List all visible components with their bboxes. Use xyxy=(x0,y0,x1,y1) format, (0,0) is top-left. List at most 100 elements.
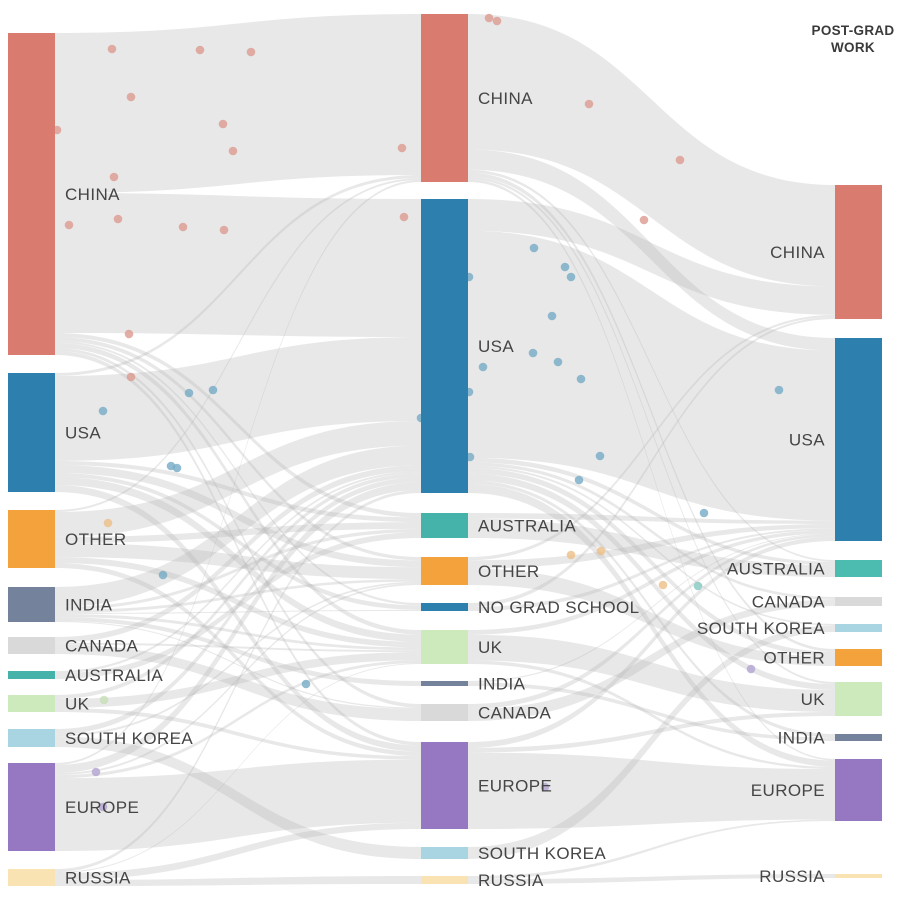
node-M_EUROPE[interactable] xyxy=(421,742,468,829)
flow-L_CANADA-to-M_USA[interactable] xyxy=(55,465,421,643)
flow-L_EUROPE-to-M_OTHER[interactable] xyxy=(55,583,421,776)
flow-M_USA-to-R_CANADA[interactable] xyxy=(468,462,835,600)
flow-L_OTHER-to-M_UK[interactable] xyxy=(55,557,421,648)
flow-M_CHINA-to-R_AUSTRALIA[interactable] xyxy=(468,169,835,562)
flow-L_EUROPE-to-M_USA[interactable] xyxy=(55,482,421,774)
flow-M_AUSTRALIA-to-R_USA[interactable] xyxy=(468,513,835,524)
flow-L_OTHER-to-M_CHINA[interactable] xyxy=(55,178,421,512)
flow-L_AUSTRALIA-to-M_USA[interactable] xyxy=(55,471,421,674)
node-M_NO_GRAD_SCHOOL[interactable] xyxy=(421,603,468,611)
flow-L_RUSSIA-to-M_UK[interactable] xyxy=(55,663,421,873)
flow-L_USA-to-M_USA[interactable] xyxy=(55,337,421,461)
flow-L_CHINA-to-M_CANADA[interactable] xyxy=(55,348,421,708)
flow-M_USA-to-R_INDIA[interactable] xyxy=(468,480,835,738)
flow-M_CHINA-to-R_USA[interactable] xyxy=(468,149,835,351)
flow-L_INDIA-to-M_USA[interactable] xyxy=(55,445,421,607)
flow-M_RUSSIA-to-R_RUSSIA[interactable] xyxy=(468,874,835,884)
flow-M_EUROPE-to-R_USA[interactable] xyxy=(468,536,835,748)
flow-L_CHINA-to-M_EUROPE[interactable] xyxy=(55,351,421,746)
flow-M_USA-to-R_OTHER[interactable] xyxy=(468,468,835,657)
node-R_AUSTRALIA[interactable] xyxy=(835,560,882,577)
flow-L_USA-to-M_EUROPE[interactable] xyxy=(55,485,421,752)
flow-L_USA-to-M_AUSTRALIA[interactable] xyxy=(55,461,421,523)
flow-L_USA-to-M_OTHER[interactable] xyxy=(55,465,421,568)
flow-L_UK-to-M_USA[interactable] xyxy=(55,473,421,699)
node-R_INDIA[interactable] xyxy=(835,734,882,741)
flow-M_AUSTRALIA-to-R_AUSTRALIA[interactable] xyxy=(468,518,835,577)
node-R_RUSSIA[interactable] xyxy=(835,874,882,878)
flow-L_CHINA-to-M_CHINA[interactable] xyxy=(55,14,421,193)
flow-L_CANADA-to-M_UK[interactable] xyxy=(55,642,421,653)
flow-M_OTHER-to-R_CHINA[interactable] xyxy=(468,314,835,561)
flow-M_CHINA-to-R_CHINA[interactable] xyxy=(468,14,835,287)
node-L_RUSSIA[interactable] xyxy=(8,869,55,886)
flow-M_USA-to-R_UK[interactable] xyxy=(468,473,835,690)
flow-M_INDIA-to-R_INDIA[interactable] xyxy=(468,682,835,741)
node-L_AUSTRALIA[interactable] xyxy=(8,671,55,679)
flow-L_CANADA-to-M_CANADA[interactable] xyxy=(55,644,421,721)
flow-L_UK-to-M_EUROPE[interactable] xyxy=(55,708,421,760)
flow-L_INDIA-to-M_OTHER[interactable] xyxy=(55,579,421,613)
node-M_USA[interactable] xyxy=(421,199,468,493)
flow-M_USA-to-R_EUROPE[interactable] xyxy=(468,483,835,767)
flow-L_USA-to-M_CHINA[interactable] xyxy=(55,175,421,376)
node-M_OTHER[interactable] xyxy=(421,557,468,585)
node-L_INDIA[interactable] xyxy=(8,587,55,622)
flow-L_OTHER-to-M_AUSTRALIA[interactable] xyxy=(55,522,421,543)
node-M_SOUTH_KOREA[interactable] xyxy=(421,847,468,859)
flow-M_SOUTH_KOREA-to-R_SOUTH_KOREA[interactable] xyxy=(468,625,835,859)
flow-M_USA-to-R_SOUTH_KOREA[interactable] xyxy=(468,465,835,626)
node-R_EUROPE[interactable] xyxy=(835,759,882,821)
flow-M_EUROPE-to-R_UK[interactable] xyxy=(468,712,835,753)
flow-M_UK-to-R_EUROPE[interactable] xyxy=(468,660,835,770)
flow-M_USA-to-R_AUSTRALIA[interactable] xyxy=(468,457,835,566)
flow-M_EUROPE-to-R_EUROPE[interactable] xyxy=(468,752,835,829)
flow-M_UK-to-R_UK[interactable] xyxy=(468,634,835,712)
flow-L_CHINA-to-M_USA[interactable] xyxy=(55,193,421,338)
flow-L_OTHER-to-M_USA[interactable] xyxy=(55,421,421,537)
node-L_EUROPE[interactable] xyxy=(8,763,55,851)
node-M_AUSTRALIA[interactable] xyxy=(421,513,468,538)
node-L_UK[interactable] xyxy=(8,695,55,712)
node-R_UK[interactable] xyxy=(835,682,882,716)
flow-L_UK-to-M_UK[interactable] xyxy=(55,652,421,708)
flow-M_CANADA-to-R_CANADA[interactable] xyxy=(468,599,835,721)
flow-L_OTHER-to-M_EUROPE[interactable] xyxy=(55,563,421,757)
node-R_SOUTH_KOREA[interactable] xyxy=(835,624,882,632)
node-M_CHINA[interactable] xyxy=(421,14,468,182)
flow-M_CHINA-to-R_EUROPE[interactable] xyxy=(468,179,835,761)
flow-M_CHINA-to-R_UK[interactable] xyxy=(468,176,835,684)
flow-L_OTHER-to-M_OTHER[interactable] xyxy=(55,543,421,580)
flow-M_CANADA-to-R_USA[interactable] xyxy=(468,534,835,710)
flow-L_EUROPE-to-M_CHINA[interactable] xyxy=(55,180,421,765)
flow-M_INDIA-to-R_USA[interactable] xyxy=(468,533,835,683)
node-R_OTHER[interactable] xyxy=(835,649,882,666)
flow-L_CHINA-to-M_AUSTRALIA[interactable] xyxy=(55,333,421,518)
flow-M_NO_GRAD_SCHOOL-to-R_CHINA[interactable] xyxy=(468,317,835,607)
flow-L_CHINA-to-M_UK[interactable] xyxy=(55,343,421,635)
node-L_USA[interactable] xyxy=(8,373,55,492)
node-R_USA[interactable] xyxy=(835,338,882,541)
flow-L_SOUTH_KOREA-to-M_USA[interactable] xyxy=(55,477,421,735)
flow-L_CHINA-to-M_NO_GRAD_SCHOOL[interactable] xyxy=(55,341,421,606)
node-M_INDIA[interactable] xyxy=(421,681,468,686)
flow-M_NO_GRAD_SCHOOL-to-R_USA[interactable] xyxy=(468,528,835,611)
flow-L_SOUTH_KOREA-to-M_OTHER[interactable] xyxy=(55,581,421,737)
flow-L_RUSSIA-to-M_EUROPE[interactable] xyxy=(55,822,421,880)
flow-L_SOUTH_KOREA-to-M_SOUTH_KOREA[interactable] xyxy=(55,736,421,859)
flow-L_INDIA-to-M_AUSTRALIA[interactable] xyxy=(55,528,421,610)
flow-L_RUSSIA-to-M_RUSSIA[interactable] xyxy=(55,876,421,886)
flow-M_USA-to-R_CHINA[interactable] xyxy=(468,199,835,315)
flow-M_UK-to-R_USA[interactable] xyxy=(468,530,835,635)
node-L_SOUTH_KOREA[interactable] xyxy=(8,729,55,747)
flow-M_USA-to-R_USA[interactable] xyxy=(468,230,835,521)
flow-L_EUROPE-to-M_UK[interactable] xyxy=(55,660,421,779)
node-M_UK[interactable] xyxy=(421,630,468,664)
flow-L_INDIA-to-M_CANADA[interactable] xyxy=(55,621,421,709)
flow-M_RUSSIA-to-R_EUROPE[interactable] xyxy=(468,819,835,880)
node-R_CHINA[interactable] xyxy=(835,185,882,319)
node-L_CHINA[interactable] xyxy=(8,33,55,355)
node-M_RUSSIA[interactable] xyxy=(421,876,468,884)
flow-M_OTHER-to-R_OTHER[interactable] xyxy=(468,568,835,667)
node-L_CANADA[interactable] xyxy=(8,637,55,654)
